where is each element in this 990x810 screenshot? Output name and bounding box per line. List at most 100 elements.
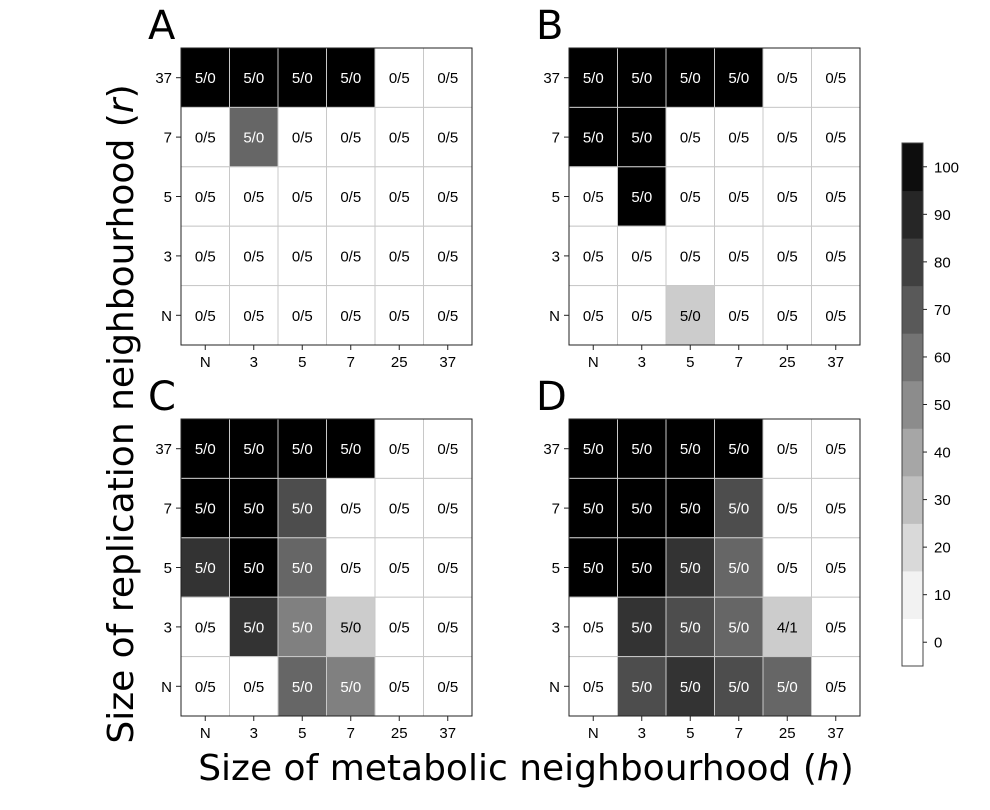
cell-label: 5/0	[583, 441, 604, 458]
cell-label: 0/5	[825, 130, 846, 147]
panel-label: D	[536, 374, 567, 420]
y-tick-label: N	[549, 679, 560, 696]
heatmap-cell	[277, 225, 327, 287]
y-tick-label: 7	[552, 501, 560, 518]
cell-label: 5/0	[243, 130, 264, 147]
y-axis-title: Size of replication neighbourhood (r)	[101, 84, 142, 743]
y-tick-label: 37	[543, 441, 560, 458]
y-tick-label: 7	[164, 130, 172, 147]
panel-d: D 5/0 5/0 5/0 5/0 0/5 0/5 5/0 5/0 5/0 5/0 0/5 0/5 5/0…	[536, 374, 861, 742]
colorbar-segment	[902, 190, 923, 239]
cell-label: 0/5	[389, 248, 410, 265]
y-tick-label: 37	[155, 70, 172, 87]
cell-label: 0/5	[437, 308, 458, 325]
cell-label: 5/0	[292, 501, 313, 518]
x-tick-label: 7	[735, 725, 743, 742]
cell-label: 0/5	[437, 501, 458, 518]
cell-label: 0/5	[777, 248, 798, 265]
panels-group: A 5/0 5/0 5/0 5/0 0/5 0/5 0/5 5/0 0/5 0/5 0/5 0/5 0/5…	[148, 3, 861, 742]
heatmap-cell	[714, 225, 764, 287]
heatmap-cell	[229, 477, 279, 539]
cell-label: 5/0	[728, 560, 749, 577]
cell-label: 0/5	[777, 501, 798, 518]
cell-label: 0/5	[340, 560, 361, 577]
heatmap-cell	[423, 106, 473, 168]
heatmap-cell	[665, 596, 715, 658]
cell-label: 5/0	[292, 679, 313, 696]
y-tick-label: 5	[164, 560, 172, 577]
heatmap-cell	[423, 47, 473, 108]
cell-label: 5/0	[195, 501, 216, 518]
heatmap-cell	[229, 47, 279, 108]
x-tick-label: 5	[686, 725, 694, 742]
cell-label: 0/5	[340, 130, 361, 147]
heatmap-cell	[423, 477, 473, 539]
x-tick-label: 37	[827, 725, 844, 742]
colorbar-segment	[902, 428, 923, 477]
cell-label: 5/0	[728, 441, 749, 458]
cell-label: 5/0	[728, 679, 749, 696]
cell-label: 5/0	[243, 560, 264, 577]
colorbar-tick-label: 60	[934, 349, 951, 366]
cell-label: 0/5	[243, 248, 264, 265]
heatmap-cell	[180, 47, 230, 108]
x-tick-label: 25	[391, 725, 408, 742]
panel-b: B 5/0 5/0 5/0 5/0 0/5 0/5 5/0 5/0 0/5 0/5 0/5 0/5 0/5…	[536, 3, 861, 371]
x-tick-label: 25	[779, 725, 796, 742]
heatmap-cell	[617, 47, 667, 108]
heatmap-cell	[374, 477, 424, 539]
heatmap-cell	[617, 106, 667, 168]
cell-label: 0/5	[292, 189, 313, 206]
cell-label: 0/5	[680, 130, 701, 147]
cell-label: 0/5	[777, 308, 798, 325]
cell-label: 0/5	[340, 248, 361, 265]
heatmap-cell	[374, 656, 424, 717]
colorbar-tick-label: 10	[934, 587, 951, 604]
cell-label: 0/5	[243, 679, 264, 696]
cell-label: 5/0	[243, 501, 264, 518]
x-tick-label: 3	[638, 725, 646, 742]
cell-label: 0/5	[583, 189, 604, 206]
cell-label: 5/0	[728, 501, 749, 518]
heatmap-cell	[665, 656, 715, 717]
heatmap-cell	[229, 656, 279, 717]
heatmap-cell	[326, 225, 376, 287]
cell-label: 5/0	[680, 308, 701, 325]
cell-label: 0/5	[825, 560, 846, 577]
cell-label: 0/5	[195, 130, 216, 147]
cell-label: 5/0	[340, 70, 361, 87]
cell-label: 5/0	[631, 501, 652, 518]
cell-label: 0/5	[389, 679, 410, 696]
x-tick-label: 3	[638, 354, 646, 371]
cell-label: 0/5	[340, 501, 361, 518]
cell-label: 0/5	[680, 189, 701, 206]
cell-label: 5/0	[631, 70, 652, 87]
heatmap-cell	[277, 596, 327, 658]
x-tick-label: 25	[779, 354, 796, 371]
colorbar-segment	[902, 523, 923, 572]
y-tick-label: 3	[552, 619, 560, 636]
cell-label: 5/0	[195, 560, 216, 577]
heatmap-cell	[277, 537, 327, 598]
x-tick-label: N	[588, 725, 599, 742]
cell-label: 0/5	[777, 560, 798, 577]
heatmap-cell	[811, 656, 861, 717]
cell-label: 5/0	[583, 560, 604, 577]
cell-label: 0/5	[195, 619, 216, 636]
colorbar-tick-label: 90	[934, 207, 951, 224]
cell-label: 5/0	[680, 501, 701, 518]
heatmap-cell	[762, 166, 812, 227]
heatmap-cell	[326, 596, 376, 658]
heatmap-cell	[423, 166, 473, 227]
heatmap-cell	[811, 225, 861, 287]
heatmap-cell	[665, 477, 715, 539]
heatmap-cell	[714, 166, 764, 227]
cell-label: 5/0	[631, 189, 652, 206]
heatmap-cell	[326, 285, 376, 346]
cell-label: 5/0	[680, 619, 701, 636]
cell-label: 5/0	[292, 619, 313, 636]
cell-label: 0/5	[777, 70, 798, 87]
heatmap-cell	[229, 537, 279, 598]
cell-label: 0/5	[292, 248, 313, 265]
cell-label: 0/5	[631, 248, 652, 265]
